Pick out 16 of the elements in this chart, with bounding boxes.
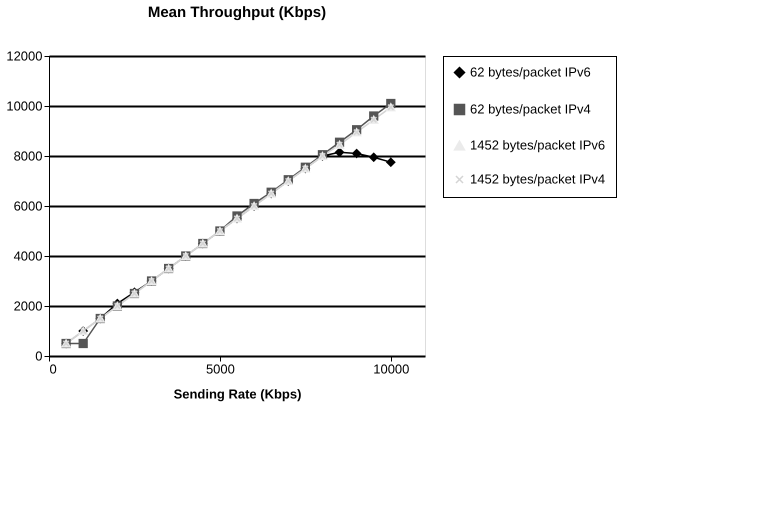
- legend-label: 62 bytes/packet IPv4: [470, 102, 591, 116]
- legend-label: 1452 bytes/packet IPv6: [470, 138, 606, 152]
- y-tick-label: 4000: [14, 248, 42, 264]
- x-tick-label: 10000: [373, 362, 410, 376]
- x-tick-label: 5000: [206, 362, 235, 376]
- y-tick-label: 6000: [14, 198, 42, 214]
- x-axis-title: Sending Rate (Kbps): [174, 386, 302, 402]
- x-tick-label: 0: [50, 362, 57, 376]
- y-tick-label: 8000: [14, 148, 42, 164]
- y-tick-label: 0: [35, 348, 42, 364]
- y-tick-label: 12000: [6, 48, 42, 64]
- legend-label: 62 bytes/packet IPv6: [470, 64, 591, 80]
- y-tick-label: 10000: [6, 98, 42, 114]
- chart-title: Mean Throughput (Kbps): [148, 4, 326, 21]
- legend-label: 1452 bytes/packet IPv4: [470, 172, 606, 186]
- y-tick-label: 2000: [14, 298, 42, 314]
